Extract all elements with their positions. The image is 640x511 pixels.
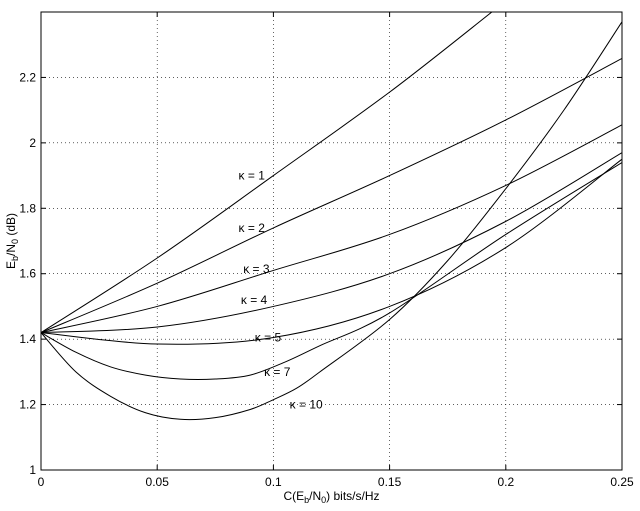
curve-layer — [41, 12, 622, 421]
x-axis-label: C(Eb/N0) bits/s/Hz — [283, 489, 379, 505]
series-label-2: κ = 2 — [239, 221, 266, 235]
series-label-5: κ = 5 — [255, 331, 282, 345]
x-tick-label: 0.2 — [497, 475, 514, 489]
series-label-7: κ = 10 — [290, 398, 323, 412]
series-line-4 — [41, 152, 622, 334]
series-line-3 — [41, 124, 622, 334]
series-line-7 — [41, 21, 622, 421]
x-tick-label: 0.05 — [146, 475, 170, 489]
series-label-1: κ = 1 — [239, 169, 266, 183]
x-tick-label: 0.1 — [265, 475, 282, 489]
series-label-6: κ = 7 — [264, 365, 291, 379]
y-tick-label: 1.6 — [19, 267, 36, 281]
y-tick-label: 2.2 — [19, 70, 36, 84]
y-tick-label: 2 — [29, 136, 36, 150]
y-tick-label: 1.4 — [19, 332, 36, 346]
x-tick-label: 0.15 — [378, 475, 402, 489]
y-tick-label: 1.2 — [19, 398, 36, 412]
series-line-6 — [41, 162, 622, 381]
x-tick-label: 0 — [38, 475, 45, 489]
series-label-4: κ = 4 — [241, 293, 268, 307]
y-tick-label: 1 — [29, 463, 36, 477]
grid-layer — [41, 12, 622, 470]
series-label-layer: κ = 1 κ = 2 κ = 3 κ = 4 κ = 5 κ = 7 κ = 10 — [239, 169, 323, 412]
series-line-2 — [41, 58, 622, 334]
y-tick-label: 1.8 — [19, 201, 36, 215]
plot-frame — [40, 11, 623, 471]
tick-layer: 0 0.05 0.1 0.15 0.2 0.25 1 1.2 1.4 1.6 1.8 2 2.2 — [19, 12, 634, 489]
x-tick-label: 0.25 — [610, 475, 634, 489]
series-line-5 — [41, 158, 622, 345]
series-line-1 — [41, 12, 493, 334]
series-label-3: κ = 3 — [243, 262, 270, 276]
y-axis-label: Eb/N0 (dB) — [4, 213, 20, 269]
